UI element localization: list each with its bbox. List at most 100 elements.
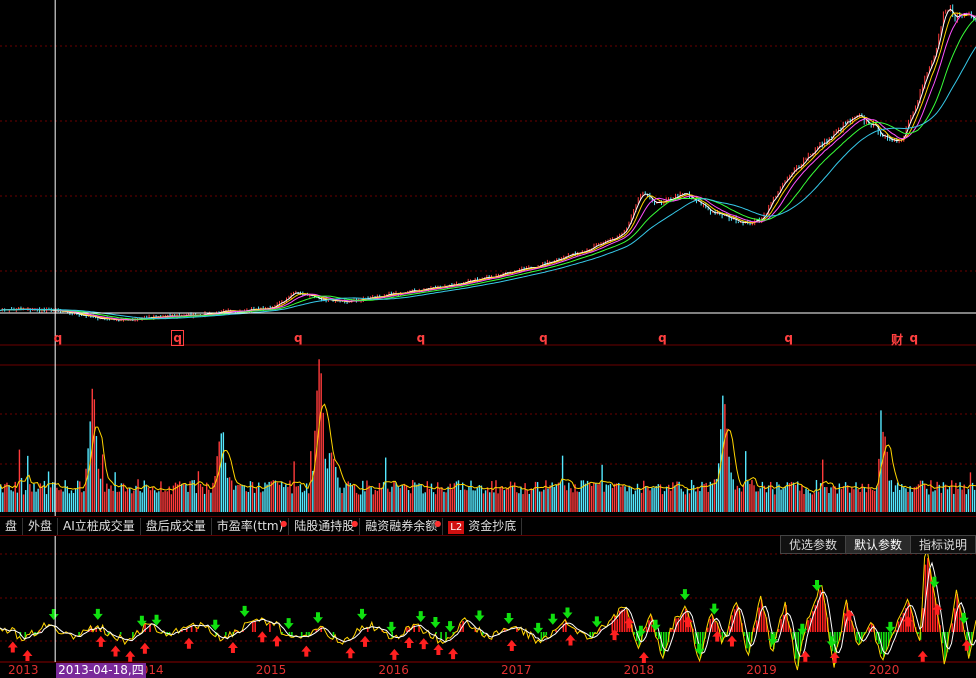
quarter-marker[interactable]: q [416,331,426,345]
volume-bar [297,486,299,512]
buy-arrow [183,637,194,649]
volume-bar [574,484,576,512]
volume-bar [501,486,503,512]
indicator-tab[interactable]: 外盘 [23,517,59,535]
indicator-bar [794,632,797,659]
volume-bar [907,491,909,512]
sell-arrow [958,612,969,624]
indicator-bar [961,614,963,632]
quarter-marker[interactable]: q [909,331,919,345]
volume-bar [197,471,200,512]
indicator-bar [616,619,619,632]
indicator-bar [887,632,890,646]
volume-bar [688,493,691,512]
volume-bar [45,494,48,512]
volume-bar [919,480,922,512]
indicator-bar [635,632,638,642]
volume-bar [568,482,570,512]
tab-dot-icon: ● [280,518,288,528]
volume-bar [676,481,678,512]
volume-bar [896,482,899,512]
volume-bar [532,489,535,512]
indicator-bar [555,630,557,632]
volume-bar [930,480,932,512]
volume-bar [457,480,460,512]
buy-arrow [800,650,811,662]
volume-bar [272,480,275,512]
volume-bar [543,489,545,512]
indicator-bar [300,632,303,638]
volume-bar [792,482,795,512]
signal-arrows [7,576,972,663]
volume-bar [58,490,60,512]
indicator-tab-label: 盘后成交量 [145,518,206,533]
indicator-bar [308,632,310,637]
sell-arrow [635,625,646,637]
volume-bar [549,485,551,512]
volume-bar [22,494,25,512]
volume-bar [135,485,137,512]
volume-bar [645,486,647,512]
indicator-bar [618,610,621,632]
volume-bar [509,481,512,512]
indicator-bar [868,627,870,632]
volume-bar [520,486,522,512]
optimal-params-button[interactable]: 优选参数 [779,535,846,554]
volume-bar [553,486,555,512]
indicator-bar [858,632,861,644]
volume-bar [349,483,352,512]
indicator-bar [934,597,937,632]
indicator-bar [516,626,518,632]
volume-bar [258,482,260,512]
volume-bar [397,486,399,512]
indicator-tab[interactable]: 陆股通持股 ● [289,517,361,535]
indicator-tab[interactable]: 盘后成交量 [141,517,212,535]
volume-bar [347,481,349,512]
indicator-bar [851,621,853,632]
volume-bar [147,487,150,512]
volume-bar [911,491,913,512]
indicator-bar [406,627,408,632]
indicator-bars [19,558,976,667]
volume-bar [224,462,227,512]
indicator-bar [927,558,929,632]
x-axis-year-label: 2020 [868,663,900,677]
indicator-tab[interactable]: AI立桩成交量 [58,517,141,535]
indicator-tab[interactable]: 市盈率(ttm) ● [212,517,290,535]
quarter-marker[interactable]: q [293,331,303,345]
volume-bar [751,480,753,512]
volume-bar [799,490,801,512]
indicator-tab[interactable]: 盘 [0,517,24,535]
indicator-bar [817,600,819,632]
quarter-marker[interactable]: q [539,331,548,345]
indicator-tab[interactable]: 融资融券余额 ● [360,517,444,535]
buy-arrow [257,631,268,643]
default-params-button[interactable]: 默认参数 [844,535,911,554]
indicator-tab[interactable]: L2 资金抄底 [443,517,523,535]
indicator-bar [650,615,653,632]
volume-bar [713,479,716,512]
indicator-bar [459,624,462,632]
volume-bar [245,491,247,512]
volume-bar [472,490,474,512]
indicator-bar [929,570,932,632]
quarter-marker[interactable]: q [658,331,667,345]
buy-arrow [360,635,371,647]
volume-bar [37,488,39,512]
volume-bar [95,436,98,512]
quarter-marker[interactable]: 财 [891,333,904,347]
volume-bar [133,490,135,512]
volume-bar [638,488,641,512]
indicator-bar [753,627,756,632]
quarter-marker[interactable]: q [171,330,184,346]
volume-bar [414,482,416,512]
volume-bar [599,482,601,512]
volume-bar [805,488,807,512]
x-axis-year-label: 2017 [500,663,532,677]
indicator-tab-label: 陆股通持股 [294,518,355,533]
quarter-marker[interactable]: q [784,331,793,345]
volume-bar [151,486,154,512]
indicator-explain-button[interactable]: 指标说明 [909,535,976,554]
volume-bar [168,486,170,512]
quarter-marker[interactable]: q [53,331,63,345]
